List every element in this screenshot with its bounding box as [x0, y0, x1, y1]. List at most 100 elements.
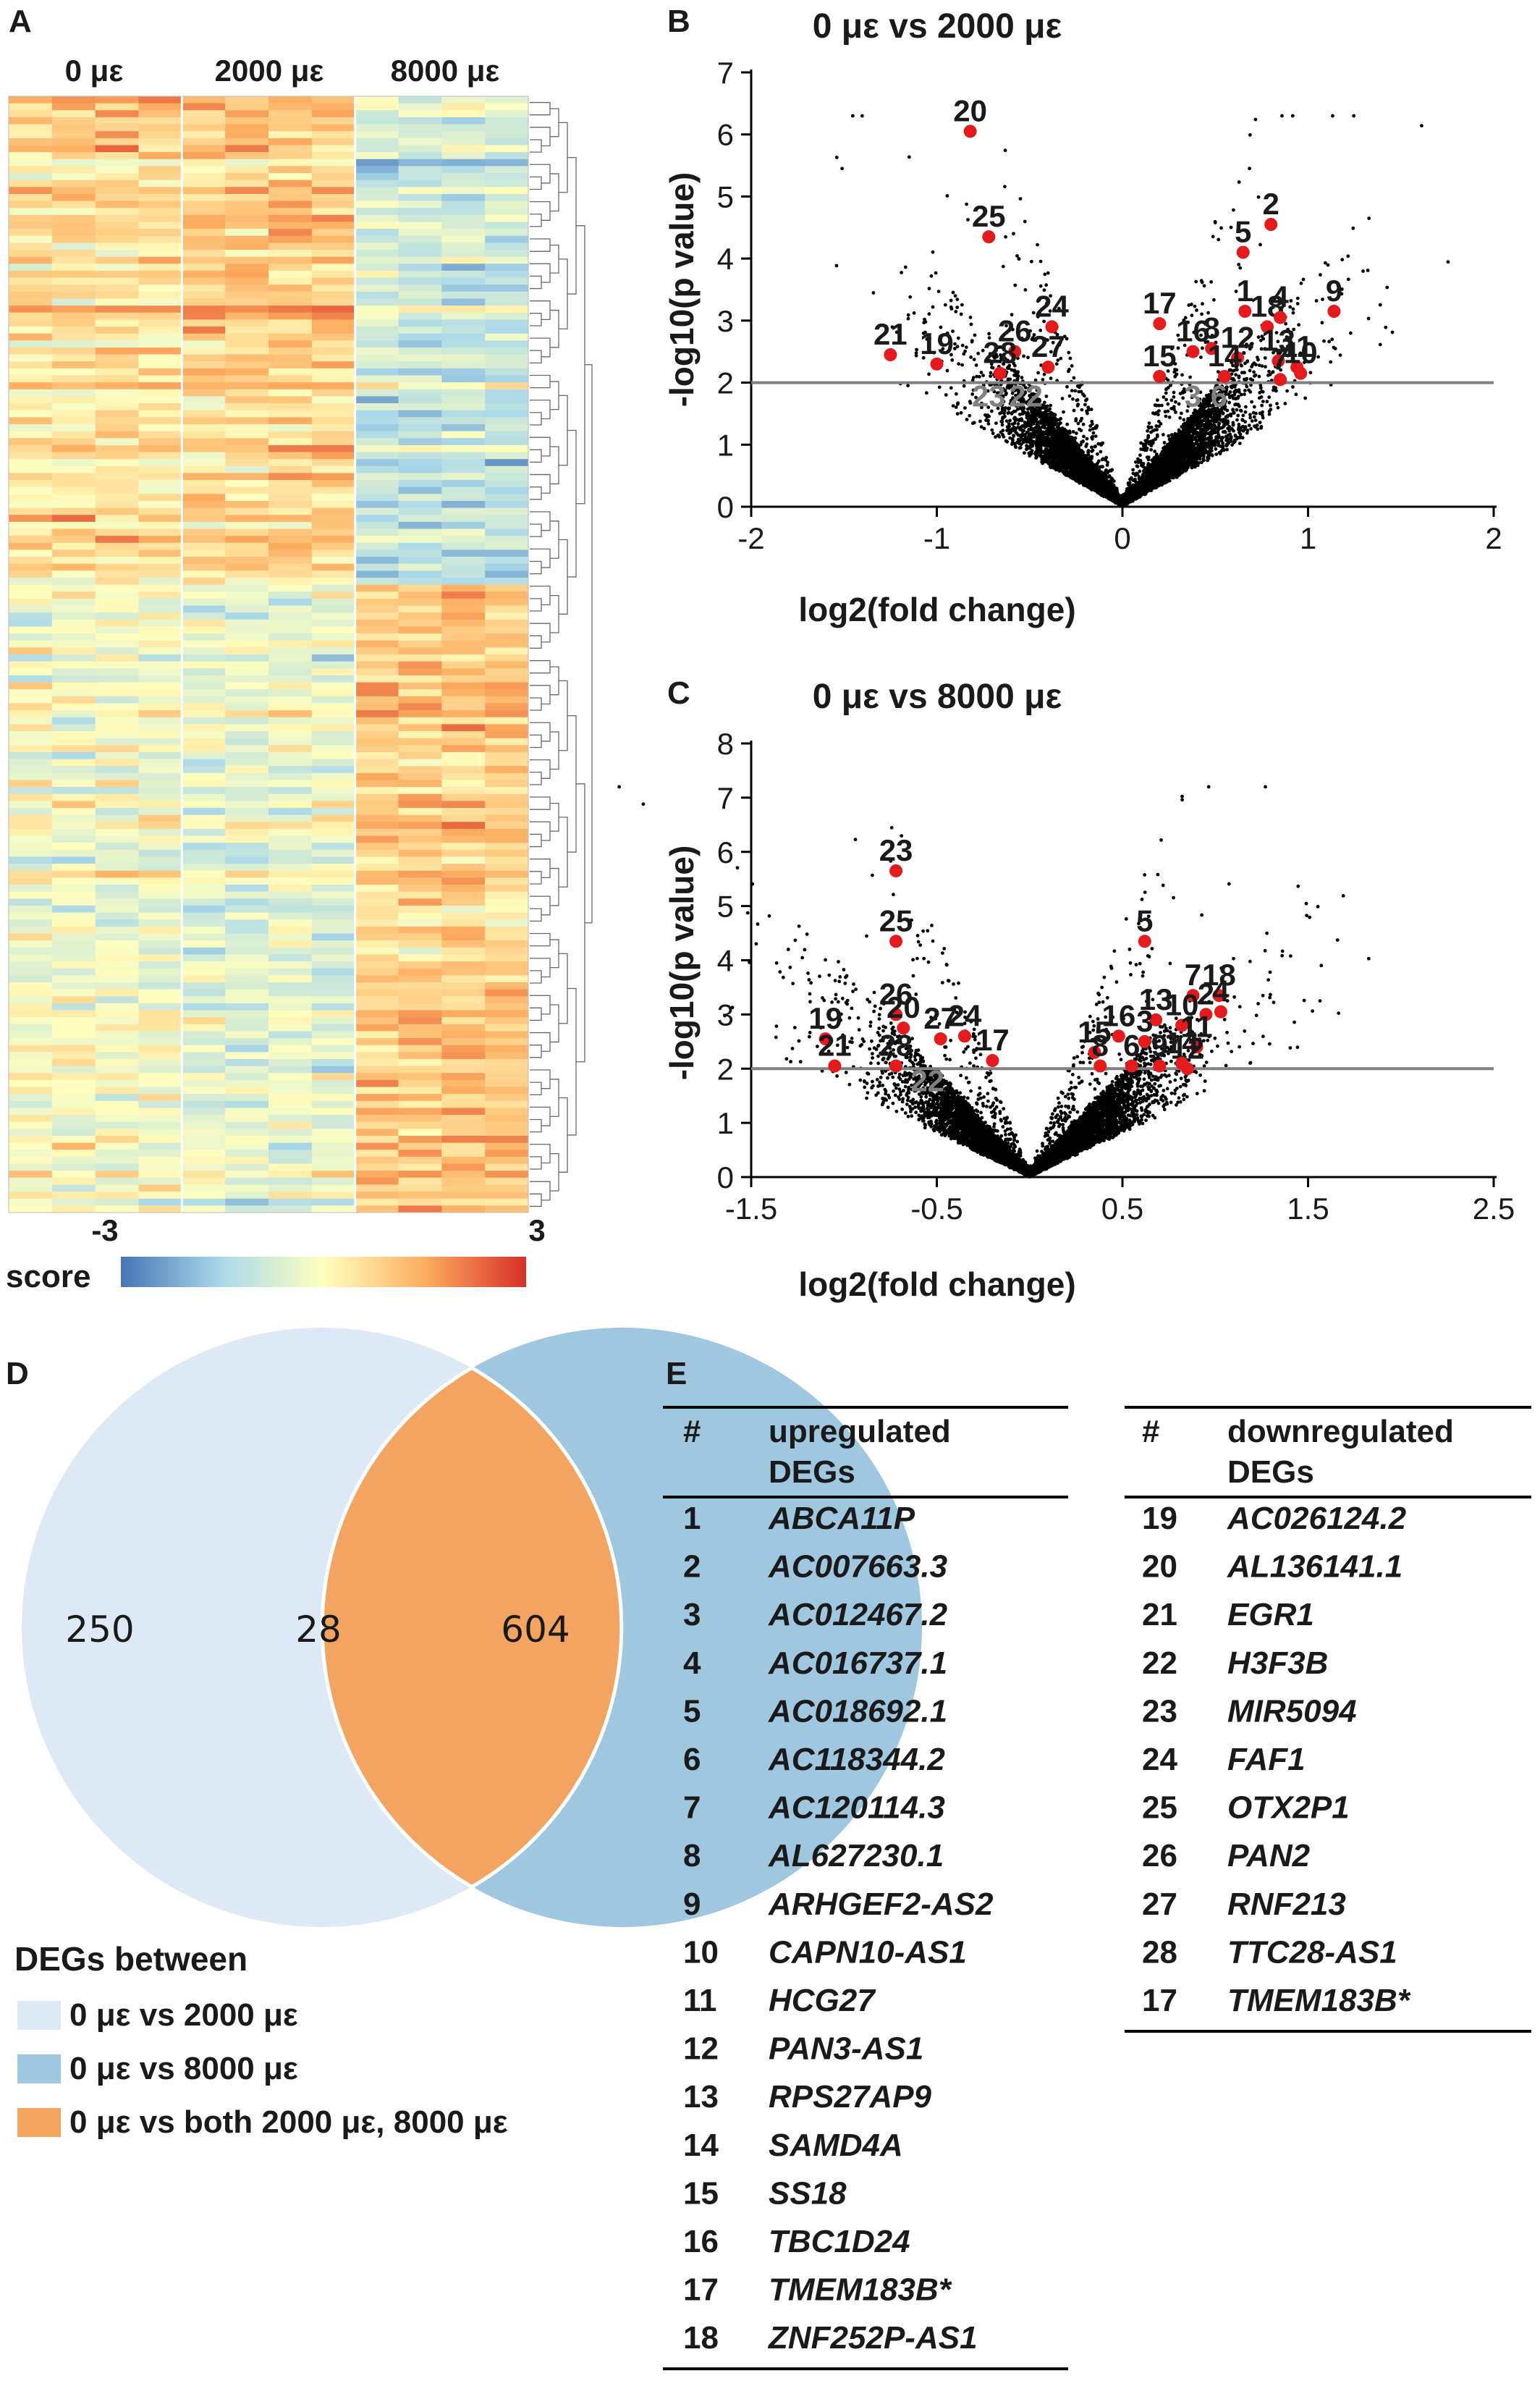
heatmap-cell — [355, 1205, 399, 1213]
heatmap-cell — [95, 375, 139, 383]
heatmap-cell — [9, 1100, 53, 1108]
heatmap-cell — [138, 1156, 182, 1165]
heatmap-cell — [182, 173, 226, 181]
heatmap-cell — [9, 696, 53, 704]
heatmap-cell — [95, 417, 139, 425]
heatmap-cell — [9, 1087, 53, 1095]
heatmap-cell — [485, 1135, 529, 1144]
heatmap-cell — [95, 570, 139, 578]
dendrogram-branch — [530, 759, 551, 779]
heatmap-cell — [441, 396, 486, 404]
volcano-0-point — [1090, 445, 1093, 450]
heatmap-cell — [51, 1156, 96, 1165]
heatmap-cell — [311, 368, 356, 376]
heatmap-cell — [51, 968, 96, 976]
dendrogram-branch — [530, 337, 551, 358]
heatmap-cell — [485, 940, 529, 948]
heatmap-cell — [51, 277, 96, 285]
heatmap-cell — [225, 319, 269, 327]
heatmap-cell — [138, 772, 182, 780]
heatmap-cell — [398, 898, 442, 906]
heatmap-cell — [9, 828, 53, 837]
heatmap-cell — [51, 319, 96, 327]
heatmap-cell — [398, 152, 442, 160]
heatmap-cell — [398, 772, 442, 780]
heatmap-cell — [9, 270, 53, 279]
heatmap-cell — [9, 312, 53, 320]
heatmap-cell — [9, 975, 53, 983]
heatmap-cell — [9, 229, 53, 237]
dendrogram-branch — [550, 1079, 559, 1117]
heatmap-cell — [485, 312, 529, 320]
heatmap-cell — [9, 1052, 53, 1060]
heatmap-cell — [9, 354, 53, 362]
heatmap-cell — [95, 1087, 139, 1095]
heatmap-cell — [398, 138, 442, 146]
heatmap-cell — [398, 787, 442, 795]
heatmap-cell — [311, 1003, 356, 1011]
heatmap-cell — [268, 473, 313, 481]
heatmap-cell — [398, 110, 442, 118]
heatmap-cell — [355, 250, 399, 258]
heatmap-cell — [95, 229, 139, 237]
heatmap-cell — [311, 542, 356, 550]
volcano-0-point — [1322, 339, 1326, 343]
heatmap-cell — [138, 933, 182, 941]
heatmap-cell — [9, 1031, 53, 1039]
heatmap-cell — [398, 117, 442, 125]
heatmap-cell — [9, 368, 53, 376]
heatmap-cell — [485, 598, 529, 607]
heatmap-cell — [182, 229, 226, 237]
heatmap-cell — [398, 605, 442, 613]
heatmap-cell — [485, 187, 529, 195]
heatmap-cell — [182, 1066, 226, 1074]
heatmap-cell — [9, 1171, 53, 1179]
heatmap-cell — [9, 689, 53, 697]
heatmap-cell — [225, 480, 269, 488]
heatmap-cell — [485, 605, 529, 613]
heatmap-cell — [398, 626, 442, 634]
heatmap-cell — [311, 870, 356, 878]
heatmap-cell — [355, 563, 399, 571]
heatmap-cell — [268, 661, 313, 669]
heatmap-cell — [441, 975, 486, 983]
heatmap-cell — [138, 96, 182, 104]
heatmap-cell — [9, 849, 53, 857]
heatmap-cell — [441, 793, 486, 801]
dendrogram-branch — [567, 987, 577, 1136]
heatmap-cell — [182, 1192, 226, 1200]
heatmap-cell — [485, 180, 529, 187]
heatmap-cell — [398, 563, 442, 571]
heatmap-scale-label: score — [6, 1259, 90, 1294]
heatmap-cell — [95, 1150, 139, 1158]
dendrogram-branch — [530, 1193, 542, 1207]
heatmap-cell — [138, 996, 182, 1004]
heatmap-cell — [268, 682, 313, 690]
heatmap-cell — [182, 124, 226, 132]
heatmap-cell — [9, 647, 53, 655]
heatmap-cell — [51, 431, 96, 439]
heatmap-cell — [225, 1142, 269, 1150]
heatmap-cell — [51, 452, 96, 460]
heatmap-cell — [355, 703, 399, 711]
heatmap-cell — [441, 1100, 486, 1108]
heatmap-cell — [9, 745, 53, 753]
heatmap-cell — [9, 1045, 53, 1053]
heatmap-cell — [138, 396, 182, 404]
volcano-0-point — [1067, 369, 1070, 374]
heatmap-cell — [485, 751, 529, 760]
heatmap-cell — [182, 417, 226, 425]
heatmap-cell — [355, 975, 399, 983]
heatmap-cell — [311, 117, 356, 125]
heatmap-cell — [138, 870, 182, 878]
heatmap-cell — [485, 996, 529, 1004]
heatmap-cell — [311, 849, 356, 857]
heatmap-cell — [485, 898, 529, 906]
heatmap-cell — [51, 898, 96, 906]
heatmap-cell — [268, 1150, 313, 1158]
heatmap-cell — [311, 843, 356, 851]
heatmap-cell — [51, 270, 96, 279]
heatmap-cell — [441, 605, 486, 613]
volcano-0-point — [974, 363, 978, 367]
heatmap-cell — [95, 480, 139, 488]
